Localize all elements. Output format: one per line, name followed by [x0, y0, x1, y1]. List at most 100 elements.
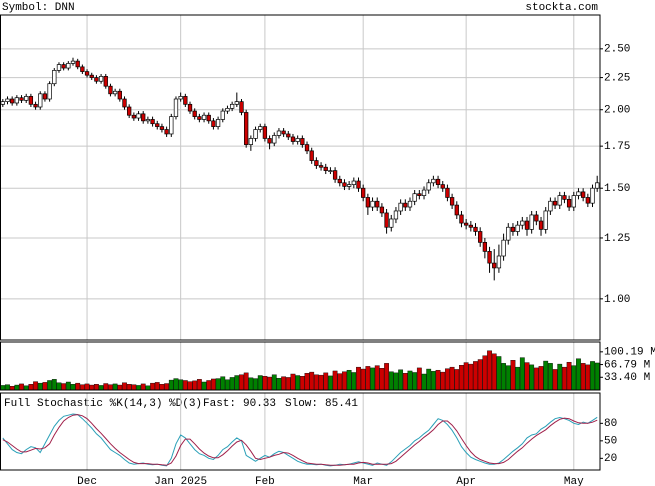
candle-body	[136, 113, 141, 119]
volume-bar	[285, 377, 291, 391]
volume-bar	[328, 375, 333, 391]
candle-body	[431, 178, 436, 184]
volume-bar	[454, 369, 460, 391]
stochastic-title: Full Stochastic %K(14,3) %D(3)	[4, 398, 202, 410]
volume-bar	[117, 384, 123, 391]
candle-body	[445, 187, 450, 198]
volume-bar	[510, 360, 516, 391]
candle-body	[552, 200, 558, 206]
volume-bar	[295, 375, 301, 391]
candle-body	[295, 138, 300, 142]
volume-bar	[211, 378, 216, 391]
candle-body	[47, 83, 52, 100]
candle-body	[10, 98, 15, 104]
volume-bar	[19, 383, 24, 391]
candle-body	[300, 138, 305, 145]
volume-bar	[182, 380, 188, 391]
candle-body	[117, 90, 122, 100]
candle-body	[375, 200, 380, 208]
candle-body	[141, 113, 146, 122]
y-tick-label: 66.79 M	[604, 359, 650, 371]
panel-frame	[0, 14, 601, 341]
volume-bar	[89, 384, 95, 391]
candle-body	[42, 93, 48, 100]
volume-bar	[566, 361, 572, 391]
volume-bar	[276, 377, 282, 391]
volume-bar	[398, 369, 404, 391]
volume-bar	[65, 381, 71, 391]
candle-body	[529, 214, 534, 230]
volume-bar	[412, 372, 418, 391]
candle-body	[520, 220, 525, 226]
x-tick-label: Feb	[255, 476, 275, 486]
volume-bar	[496, 356, 502, 391]
volume-bar	[304, 373, 310, 391]
volume-bar	[562, 366, 567, 391]
candle-body	[173, 98, 179, 117]
volume-bar	[407, 370, 413, 391]
volume-bar	[323, 372, 329, 391]
candle-body	[323, 166, 328, 171]
candle-body	[543, 210, 548, 230]
candle-body	[309, 150, 314, 161]
candle-body	[258, 126, 263, 130]
panel-frame	[0, 392, 601, 471]
candle-body	[478, 231, 483, 243]
volume-bar	[473, 361, 478, 391]
candle-body	[412, 193, 417, 202]
volume-bar	[239, 374, 244, 391]
candle-body	[463, 222, 469, 226]
volume-bar	[351, 372, 357, 391]
panel-frame	[0, 341, 601, 391]
volume-bar	[126, 384, 132, 391]
candle-body	[590, 187, 595, 204]
volume-bar	[524, 362, 530, 391]
candle-body	[239, 101, 244, 113]
candle-body	[98, 76, 104, 82]
candle-body	[84, 71, 90, 76]
candle-body	[24, 96, 29, 101]
candle-body	[524, 220, 530, 230]
volume-bar	[70, 384, 76, 391]
volume-bar	[459, 365, 464, 391]
y-tick-label: 33.40 M	[604, 372, 650, 384]
candle-body	[496, 255, 502, 269]
stochastic-line	[2, 414, 598, 466]
volume-bar	[360, 368, 366, 391]
x-tick-label: Mar	[353, 476, 373, 486]
candle-body	[473, 226, 478, 232]
volume-bar	[28, 384, 34, 391]
volume-bar	[164, 383, 170, 391]
volume-bar	[515, 366, 521, 391]
volume-bar	[173, 378, 179, 391]
volume-bar	[103, 383, 109, 391]
candle-body	[262, 126, 268, 139]
volume-bar	[75, 382, 81, 391]
volume-bar	[421, 373, 427, 391]
volume-bar	[253, 378, 258, 391]
candle-body	[19, 97, 24, 101]
y-tick-label: 2.25	[604, 72, 630, 84]
candle-body	[197, 116, 202, 120]
candle-body	[75, 60, 80, 68]
candle-body	[487, 251, 492, 264]
candle-body	[108, 85, 113, 95]
legend-value: 90.33	[243, 398, 276, 410]
legend-name: Slow:	[285, 398, 318, 410]
candle-body	[557, 195, 562, 206]
volume-bar	[206, 380, 212, 391]
volume-bar	[201, 381, 207, 391]
candle-body	[421, 189, 427, 196]
candle-body	[332, 170, 338, 180]
candle-body	[426, 182, 431, 191]
candle-body	[379, 206, 385, 214]
candle-body	[304, 144, 310, 152]
volume-bar	[374, 365, 380, 391]
candle-body	[201, 114, 207, 120]
volume-bar	[463, 362, 469, 391]
volume-bar	[585, 364, 591, 391]
candle-body	[183, 96, 188, 105]
candle-body	[253, 129, 258, 139]
volume-bar	[243, 372, 249, 391]
volume-bar	[267, 376, 272, 391]
